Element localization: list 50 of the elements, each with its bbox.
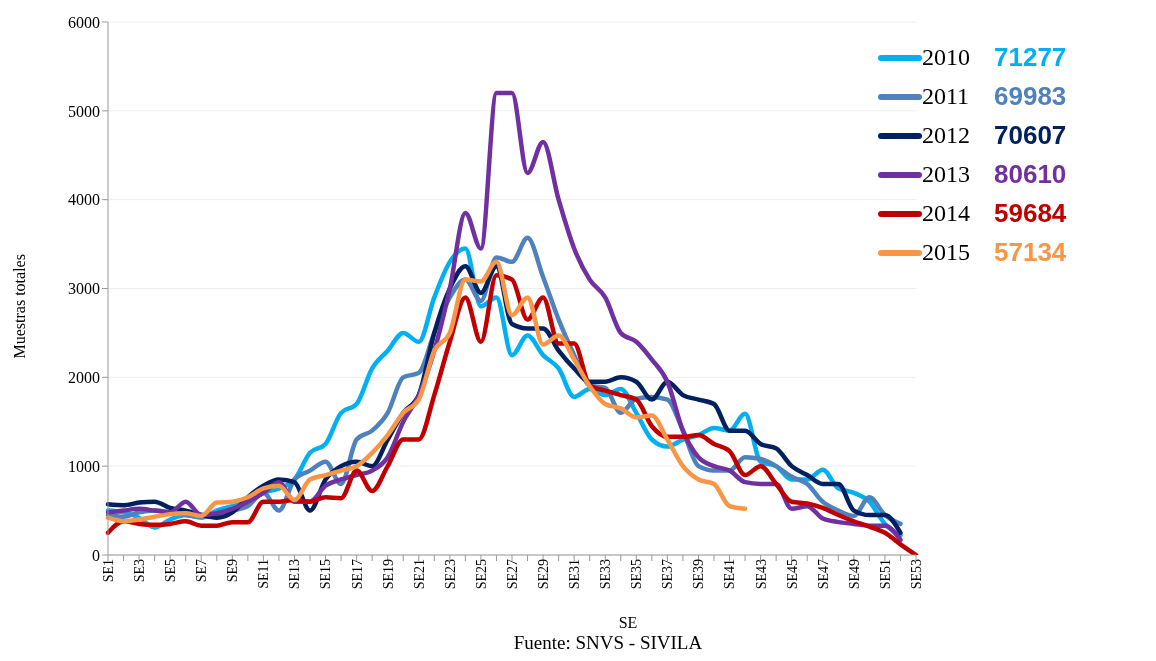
source-note: Fuente: SNVS - SIVILA [512,632,704,654]
x-tick-label: SE33 [598,559,614,590]
legend-label: 2010 [922,43,971,72]
x-tick-label: SE11 [256,559,272,589]
x-tick-label: SE9 [225,559,241,583]
x-tick-label: SE27 [504,559,520,590]
x-tick-label: SE31 [567,559,583,590]
text: 59684 [994,197,1067,230]
x-tick-label: SE7 [194,559,210,583]
text: 70607 [994,119,1067,152]
text: 71277 [994,41,1067,74]
x-tick-label: SE43 [753,559,769,590]
x-tick-label: SE3 [132,559,148,583]
legend-label: 2011 [922,82,971,111]
x-tick-label: SE39 [691,559,707,590]
text: 57134 [994,236,1067,269]
x-axis-title: SE [617,613,639,632]
x-tick-label: SE51 [877,559,893,590]
x-tick-label: SE53 [908,559,924,590]
y-tick-label: 4000 [68,191,100,209]
legend-label: 2015 [922,238,971,267]
x-tick-label: SE5 [163,559,179,583]
x-tick-label: SE15 [318,559,334,590]
y-tick-label: 6000 [68,13,100,31]
x-tick-label: SE13 [287,559,303,590]
x-tick-label: SE1 [100,559,116,583]
text: 80610 [994,158,1067,191]
y-tick-label: 1000 [68,457,100,475]
y-tick-label: 3000 [68,280,100,298]
x-tick-label: SE29 [536,559,552,590]
y-tick-label: 5000 [68,102,100,120]
x-tick-label: SE25 [473,559,489,590]
y-tick-label: 2000 [68,369,100,387]
text: 69983 [994,80,1067,113]
y-tick-label: 0 [92,546,100,564]
x-tick-label: SE23 [442,559,458,590]
legend-label: 2013 [922,160,971,189]
x-tick-label: SE21 [411,559,427,590]
x-tick-label: SE45 [784,559,800,590]
x-tick-label: SE49 [846,559,862,590]
y-axis-title: Muestras totales [10,254,28,359]
x-tick-label: SE17 [349,559,365,590]
x-tick-label: SE19 [380,559,396,590]
legend-label: 2014 [922,199,971,228]
legend-label: 2012 [922,121,971,150]
line-series [105,259,748,524]
x-tick-label: SE41 [722,559,738,590]
x-tick-label: SE35 [629,559,645,590]
x-tick-label: SE47 [815,559,831,590]
x-tick-label: SE37 [660,559,676,590]
